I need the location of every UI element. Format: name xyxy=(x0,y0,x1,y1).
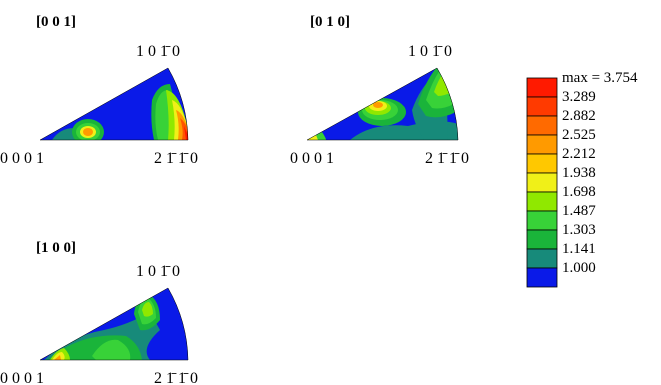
contour-map-010 xyxy=(307,68,458,140)
legend-label: 1.000 xyxy=(562,260,596,276)
legend-label: max = 3.754 xyxy=(562,70,638,86)
legend-swatch xyxy=(526,77,558,98)
ipf-001: [0 0 1] 1 0 1̄ 0 0 0 0 1 2 1̄ 1̄ 0 xyxy=(0,14,198,167)
legend-swatch xyxy=(526,96,558,117)
corner-label-top-010: 1 0 1̄ 0 xyxy=(408,43,452,60)
corner-label-left-100: 0 0 0 1 xyxy=(0,370,44,385)
legend-label: 1.698 xyxy=(562,184,596,200)
legend-label: 1.487 xyxy=(562,203,596,219)
corner-label-top-001: 1 0 1̄ 0 xyxy=(136,43,180,60)
corner-label-top-100: 1 0 1̄ 0 xyxy=(136,263,180,280)
figure-title-100: [1 0 0] xyxy=(36,240,76,256)
legend-label: 1.938 xyxy=(562,165,596,181)
corner-label-right-100: 2 1̄ 1̄ 0 xyxy=(154,370,198,385)
figure-title-010: [0 1 0] xyxy=(310,14,350,30)
legend-swatch xyxy=(526,172,558,193)
color-legend: max = 3.754 3.289 2.882 2.525 2.212 1.938 1.69… xyxy=(526,70,638,288)
ipf-outline-100 xyxy=(39,287,189,361)
corner-label-left-001: 0 0 0 1 xyxy=(0,150,44,167)
legend-swatch xyxy=(526,115,558,136)
ipf-outline-010 xyxy=(306,67,459,141)
legend-label: 1.141 xyxy=(562,241,596,257)
corner-label-right-001: 2 1̄ 1̄ 0 xyxy=(154,150,198,167)
legend-swatch xyxy=(526,248,558,269)
ipf-010: [0 1 0] 1 0 1̄ 0 0 0 0 1 2 1̄ 1̄ 0 xyxy=(290,14,469,167)
legend-label: 2.525 xyxy=(562,127,596,143)
legend-label: 2.212 xyxy=(562,146,596,162)
legend-label: 3.289 xyxy=(562,89,596,105)
contour-map-001 xyxy=(40,68,188,140)
legend-swatch xyxy=(526,210,558,231)
legend-swatch xyxy=(526,191,558,212)
contour-map-100 xyxy=(40,288,188,360)
legend-swatch xyxy=(526,229,558,250)
legend-swatch xyxy=(526,153,558,174)
corner-label-left-010: 0 0 0 1 xyxy=(290,150,334,167)
legend-swatch xyxy=(526,267,558,288)
figure-title-001: [0 0 1] xyxy=(36,14,76,30)
legend-label: 2.882 xyxy=(562,108,596,124)
legend-label: 1.303 xyxy=(562,222,596,238)
ipf-outline-001 xyxy=(39,67,189,141)
legend-swatch xyxy=(526,134,558,155)
ipf-100: [1 0 0] 1 0 1̄ 0 0 0 0 1 2 1̄ 1̄ 0 xyxy=(0,240,198,385)
corner-label-right-010: 2 1̄ 1̄ 0 xyxy=(425,150,469,167)
